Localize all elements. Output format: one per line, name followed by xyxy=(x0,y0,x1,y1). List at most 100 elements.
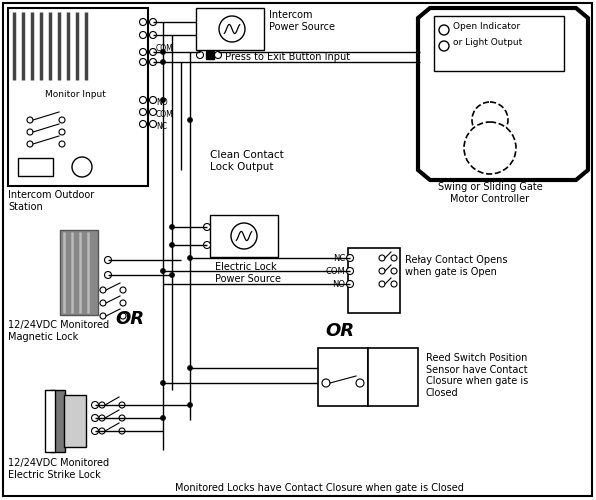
Circle shape xyxy=(379,281,385,287)
Text: Reed Switch Position
Sensor have Contact
Closure when gate is
Closed: Reed Switch Position Sensor have Contact… xyxy=(426,353,528,398)
Circle shape xyxy=(150,58,157,66)
Circle shape xyxy=(356,379,364,387)
Circle shape xyxy=(120,313,126,319)
Circle shape xyxy=(99,402,105,408)
Circle shape xyxy=(99,415,105,421)
Circle shape xyxy=(160,60,166,64)
Bar xyxy=(368,348,418,406)
Circle shape xyxy=(150,48,157,56)
Circle shape xyxy=(27,141,33,147)
Text: Press to Exit Button Input: Press to Exit Button Input xyxy=(222,52,350,62)
Circle shape xyxy=(346,280,353,287)
Text: Clean Contact
Lock Output: Clean Contact Lock Output xyxy=(210,150,284,172)
Circle shape xyxy=(169,242,175,248)
Circle shape xyxy=(72,157,92,177)
Circle shape xyxy=(439,41,449,51)
Circle shape xyxy=(59,117,65,123)
Circle shape xyxy=(346,268,353,274)
Circle shape xyxy=(188,256,193,260)
Circle shape xyxy=(104,256,111,264)
Circle shape xyxy=(160,380,166,386)
Text: Intercom
Power Source: Intercom Power Source xyxy=(269,10,335,32)
Circle shape xyxy=(215,52,222,59)
Bar xyxy=(348,248,400,313)
Circle shape xyxy=(139,48,147,56)
Circle shape xyxy=(119,402,125,408)
Text: or Light Output: or Light Output xyxy=(453,38,522,47)
Text: NO: NO xyxy=(332,280,345,289)
Circle shape xyxy=(188,402,193,407)
Bar xyxy=(64,395,86,447)
Circle shape xyxy=(119,428,125,434)
Circle shape xyxy=(188,366,193,370)
Text: 12/24VDC Monitored
Electric Strike Lock: 12/24VDC Monitored Electric Strike Lock xyxy=(8,458,109,479)
Text: Swing or Sliding Gate
Motor Controller: Swing or Sliding Gate Motor Controller xyxy=(437,182,542,204)
Circle shape xyxy=(59,141,65,147)
Circle shape xyxy=(472,102,508,138)
Circle shape xyxy=(100,300,106,306)
Circle shape xyxy=(139,32,147,38)
Circle shape xyxy=(150,108,157,116)
Circle shape xyxy=(27,117,33,123)
Circle shape xyxy=(104,272,111,278)
Circle shape xyxy=(203,242,210,248)
Circle shape xyxy=(119,415,125,421)
Circle shape xyxy=(203,224,210,230)
Circle shape xyxy=(391,255,397,261)
Circle shape xyxy=(120,287,126,293)
Text: COM: COM xyxy=(325,267,345,276)
Circle shape xyxy=(197,52,203,59)
Circle shape xyxy=(219,16,245,42)
Text: Electric Lock
Power Source: Electric Lock Power Source xyxy=(215,262,281,283)
Circle shape xyxy=(92,414,98,422)
Text: OR: OR xyxy=(115,310,144,328)
Text: NC: NC xyxy=(333,254,345,263)
Circle shape xyxy=(169,272,175,278)
Circle shape xyxy=(188,118,193,122)
Bar xyxy=(60,230,98,315)
Text: COM: COM xyxy=(156,110,174,119)
Circle shape xyxy=(379,255,385,261)
Circle shape xyxy=(139,18,147,26)
Circle shape xyxy=(92,428,98,434)
Circle shape xyxy=(391,268,397,274)
Bar xyxy=(8,8,148,186)
Circle shape xyxy=(139,96,147,103)
Text: NO: NO xyxy=(156,98,167,107)
Circle shape xyxy=(150,120,157,128)
Circle shape xyxy=(120,300,126,306)
Circle shape xyxy=(439,25,449,35)
Text: 12/24VDC Monitored
Magnetic Lock: 12/24VDC Monitored Magnetic Lock xyxy=(8,320,109,342)
Circle shape xyxy=(160,416,166,420)
Circle shape xyxy=(231,223,257,249)
Circle shape xyxy=(100,313,106,319)
Text: Monitor Input: Monitor Input xyxy=(45,90,105,99)
Bar xyxy=(210,215,278,257)
Bar xyxy=(196,8,264,50)
Circle shape xyxy=(322,379,330,387)
Circle shape xyxy=(139,120,147,128)
Circle shape xyxy=(59,129,65,135)
Circle shape xyxy=(379,268,385,274)
Text: COM: COM xyxy=(156,44,174,53)
Circle shape xyxy=(464,122,516,174)
Text: Monitored Locks have Contact Closure when gate is Closed: Monitored Locks have Contact Closure whe… xyxy=(175,483,464,493)
Bar xyxy=(206,51,214,59)
Bar xyxy=(318,348,368,406)
Circle shape xyxy=(99,428,105,434)
Circle shape xyxy=(150,18,157,26)
Circle shape xyxy=(27,129,33,135)
Circle shape xyxy=(160,268,166,274)
Bar xyxy=(18,158,53,176)
Circle shape xyxy=(169,224,175,230)
Circle shape xyxy=(139,58,147,66)
Text: Intercom Outdoor
Station: Intercom Outdoor Station xyxy=(8,190,94,212)
Text: Open Indicator: Open Indicator xyxy=(453,22,520,31)
Circle shape xyxy=(160,50,166,54)
Bar xyxy=(50,390,65,452)
Bar xyxy=(45,390,55,452)
Circle shape xyxy=(391,281,397,287)
Bar xyxy=(434,16,564,71)
Text: NC: NC xyxy=(156,122,167,131)
Circle shape xyxy=(139,108,147,116)
